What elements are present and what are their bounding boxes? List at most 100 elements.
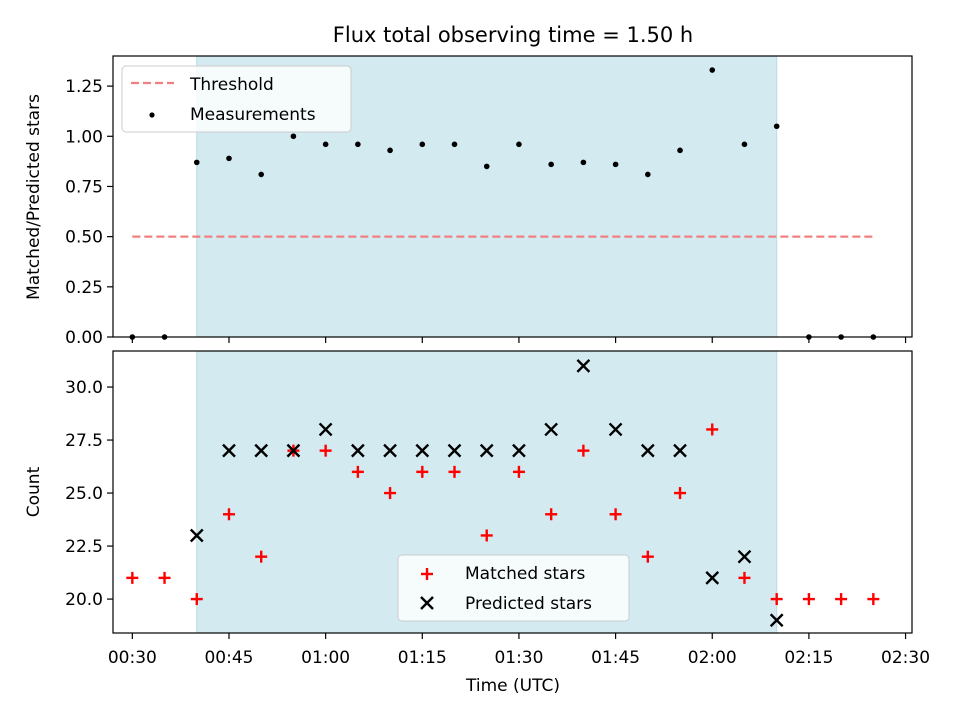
y-tick-label: 20.0 <box>65 590 103 610</box>
measurement-point <box>258 171 265 178</box>
x-tick-label: 01:15 <box>398 648 447 668</box>
matched-star-point <box>222 508 235 521</box>
chart-title: Flux total observing time = 1.50 h <box>333 23 693 47</box>
measurement-point <box>451 141 458 148</box>
matched-star-point <box>158 571 171 584</box>
predicted-star-point <box>415 443 430 458</box>
predicted-star-point <box>769 613 784 628</box>
y-tick-label: 0.75 <box>65 177 103 197</box>
predicted-star-point <box>351 443 365 458</box>
matched-star-point <box>545 508 558 521</box>
predicted-star-point <box>189 528 204 543</box>
measurement-point <box>580 159 587 166</box>
matched-star-point <box>706 423 719 436</box>
matched-star-point <box>641 550 654 563</box>
measurement-point <box>290 133 297 140</box>
y-tick-label: 25.0 <box>65 484 103 504</box>
measurement-point <box>773 123 780 130</box>
measurement-point <box>193 159 200 166</box>
y-tick-label: 22.5 <box>65 537 103 557</box>
x-tick-label: 02:15 <box>784 648 833 668</box>
measurement-point <box>355 141 361 148</box>
matched-star-point <box>609 508 622 521</box>
bottom-axes-frame <box>112 350 913 634</box>
measurement-point <box>709 67 716 73</box>
bottom-panel: 20.0 22.5 25.0 27.5 30.0 00:30 00:45 01:00 01:1… <box>24 350 930 696</box>
bottom-data-marks <box>126 358 880 628</box>
x-tick-label: 01:00 <box>301 648 350 668</box>
matched-star-point <box>577 444 590 457</box>
x-axis-label: Time (UTC) <box>465 676 560 696</box>
legend-matched-swatch <box>421 568 433 580</box>
matched-star-point <box>512 465 525 478</box>
legend-measurements-label: Measurements <box>190 105 316 125</box>
predicted-star-point <box>222 443 236 458</box>
measurement-point <box>548 161 554 168</box>
predicted-star-point <box>705 571 720 585</box>
measurement-point <box>322 141 329 148</box>
legend-predicted-swatch <box>420 596 434 610</box>
measurement-point <box>612 161 619 168</box>
matched-star-point <box>416 465 429 478</box>
top-y-ticks: 0.00 0.25 0.50 0.75 1.00 1.25 <box>65 77 113 348</box>
x-tick-label: 01:45 <box>591 648 640 668</box>
y-tick-label: 1.00 <box>65 127 103 147</box>
legend-predicted-label: Predicted stars <box>465 594 592 614</box>
predicted-star-point <box>383 443 397 458</box>
top-axes-frame <box>112 55 913 338</box>
bottom-legend: Matched stars Predicted stars <box>397 554 630 622</box>
y-tick-label: 0.50 <box>65 228 103 248</box>
x-tick-label: 02:30 <box>881 648 930 668</box>
matched-star-point <box>126 571 139 584</box>
predicted-star-point <box>576 358 591 373</box>
matched-star-point <box>770 593 783 606</box>
matched-star-point <box>255 550 268 563</box>
y-tick-label: 1.25 <box>65 77 103 97</box>
predicted-star-point <box>512 443 526 458</box>
top-x-ticks <box>131 337 907 343</box>
bottom-y-ticks: 20.0 22.5 25.0 27.5 30.0 <box>65 378 113 610</box>
legend-matched-label: Matched stars <box>465 564 585 584</box>
predicted-star-point <box>318 422 333 437</box>
matched-star-point <box>448 465 461 478</box>
y-tick-label: 0.25 <box>65 278 103 298</box>
matched-star-point <box>351 465 364 478</box>
y-tick-label: 0.00 <box>65 328 103 348</box>
measurement-point <box>516 141 522 148</box>
predicted-star-point <box>737 549 752 564</box>
matched-star-point <box>674 487 687 500</box>
x-tick-label: 00:30 <box>108 648 157 668</box>
legend-threshold-label: Threshold <box>189 75 274 95</box>
predicted-star-point <box>640 443 655 458</box>
top-data-marks <box>129 67 877 340</box>
predicted-star-point <box>254 443 269 458</box>
matched-star-point <box>867 593 880 606</box>
y-tick-label: 27.5 <box>65 431 103 451</box>
matched-star-point <box>835 593 848 606</box>
measurement-point <box>677 147 683 154</box>
predicted-star-point <box>608 422 623 437</box>
matched-star-point <box>319 444 332 457</box>
predicted-star-point <box>673 443 687 458</box>
legend-measurements-swatch <box>149 112 155 118</box>
measurement-point <box>645 171 651 178</box>
top-panel: 0.00 0.25 0.50 0.75 1.00 1.25 Matched/Predict… <box>24 55 913 348</box>
measurement-point <box>387 147 393 154</box>
x-tick-label: 01:30 <box>494 648 543 668</box>
measurement-point <box>483 163 490 170</box>
measurement-point <box>741 141 748 148</box>
measurement-point <box>419 141 426 148</box>
predicted-star-point <box>447 443 462 458</box>
predicted-star-point <box>286 443 301 458</box>
predicted-star-point <box>479 443 494 458</box>
matched-star-point <box>384 487 397 500</box>
top-legend: Threshold Measurements <box>121 65 352 133</box>
matched-star-point <box>802 593 815 606</box>
measurement-point <box>226 155 232 162</box>
matched-star-point <box>190 593 203 606</box>
matched-star-point <box>480 529 493 542</box>
bottom-y-axis-label: Count <box>24 466 44 517</box>
bottom-x-ticks: 00:30 00:45 01:00 01:15 01:30 01:45 02:00 02:15… <box>108 633 930 668</box>
predicted-star-point <box>544 422 559 437</box>
